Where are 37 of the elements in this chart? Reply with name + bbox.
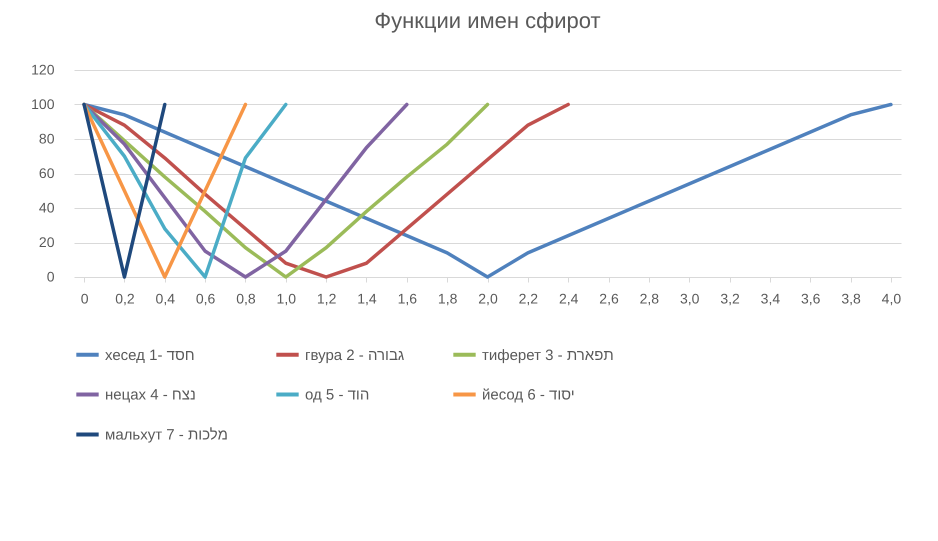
x-tick-label: 2,8 bbox=[640, 290, 660, 306]
x-tick-label: 1,4 bbox=[357, 290, 377, 306]
chart-title: Функции имен сфирот bbox=[374, 8, 601, 33]
x-tick-label: 2,6 bbox=[599, 290, 619, 306]
x-tick-label: 2,0 bbox=[478, 290, 498, 306]
x-tick-label: 0,4 bbox=[156, 290, 176, 306]
x-tick-label: 3,0 bbox=[680, 290, 700, 306]
x-tick-label: 4,0 bbox=[882, 290, 902, 306]
x-tick-label: 2,4 bbox=[558, 290, 579, 306]
legend-label: мальхут 7 - מלכות bbox=[105, 426, 228, 444]
line-series bbox=[82, 102, 288, 279]
x-tick-label: 3,6 bbox=[800, 290, 821, 306]
y-tick-label: 0 bbox=[46, 268, 55, 284]
legend-label: од 5 - הוד bbox=[305, 386, 370, 404]
legend-label: йесод 6 - יסוד bbox=[482, 386, 575, 404]
y-tick-label: 80 bbox=[38, 130, 55, 146]
x-tick-label: 1,2 bbox=[316, 290, 337, 306]
x-tick-label: 0,2 bbox=[115, 290, 135, 306]
y-tick-label: 40 bbox=[38, 200, 55, 216]
x-tick-label: 0 bbox=[80, 290, 89, 306]
y-tick-label: 100 bbox=[31, 96, 55, 112]
legend-label: гвура 2 - גבורה bbox=[305, 346, 404, 364]
x-tick-label: 0,6 bbox=[196, 290, 216, 306]
x-tick-label: 1,8 bbox=[438, 290, 458, 306]
x-tick-label: 3,4 bbox=[760, 290, 780, 306]
x-tick-label: 3,8 bbox=[841, 290, 862, 306]
legend-label: нецах 4 - נצח bbox=[105, 386, 196, 404]
x-tick-label: 2,2 bbox=[518, 290, 538, 306]
legend-label: хесед 1- חסד bbox=[105, 346, 195, 364]
x-tick-label: 1,0 bbox=[276, 290, 296, 306]
y-tick-label: 60 bbox=[38, 165, 55, 181]
y-tick-label: 20 bbox=[38, 234, 55, 250]
x-tick-label: 3,2 bbox=[720, 290, 740, 306]
x-tick-label: 0,8 bbox=[236, 290, 256, 306]
x-tick-label: 1,6 bbox=[398, 290, 418, 306]
legend-label: тиферет 3 - תפארת bbox=[482, 346, 614, 364]
y-tick-label: 120 bbox=[31, 62, 55, 78]
